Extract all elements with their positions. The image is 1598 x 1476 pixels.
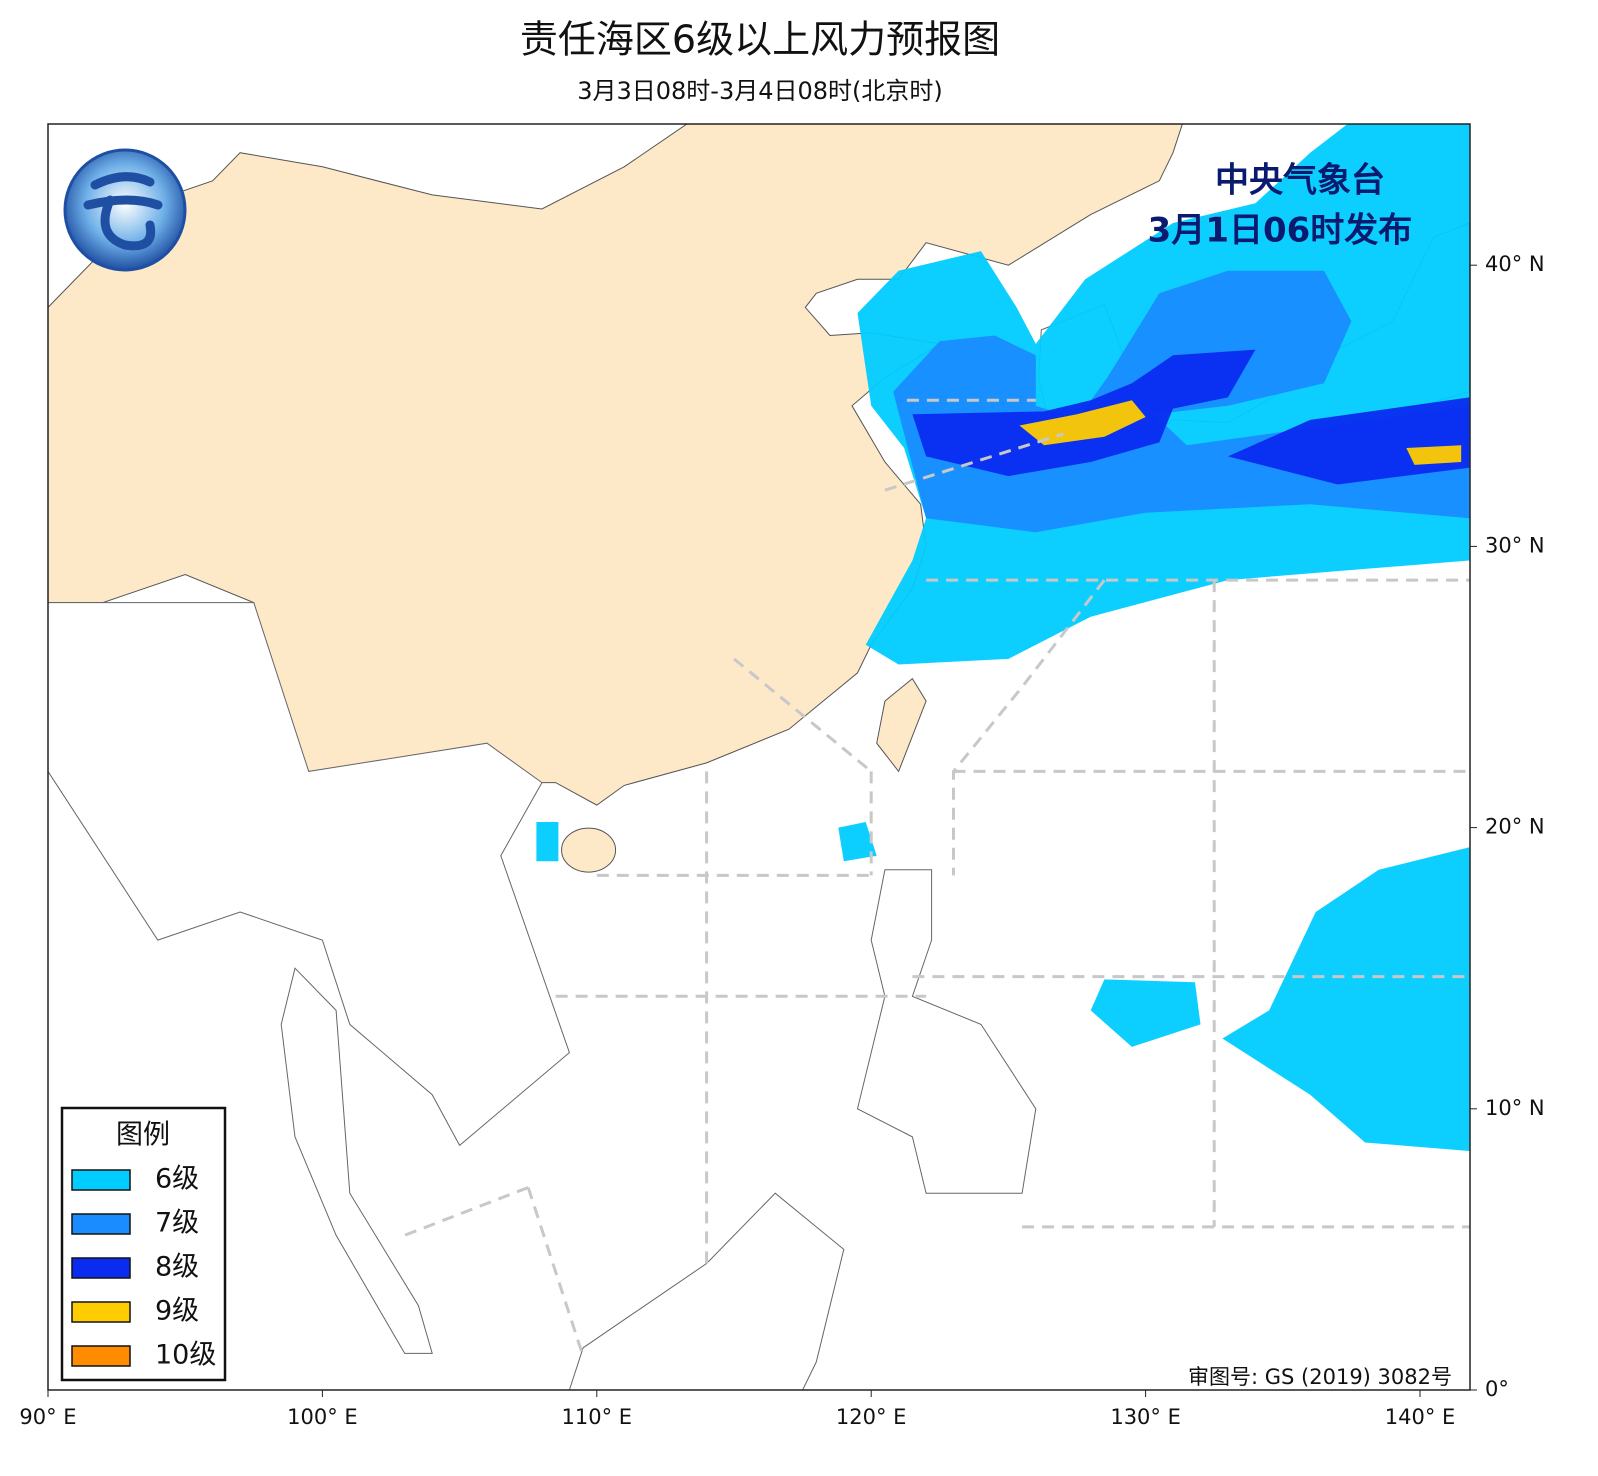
wind-area <box>1406 445 1462 465</box>
legend-swatch <box>71 1169 131 1191</box>
sea-boundary <box>733 657 873 773</box>
lat-label: 0° <box>1485 1377 1509 1401</box>
land-outline <box>568 1192 845 1390</box>
legend-label: 6级 <box>155 1164 199 1195</box>
sea-boundary <box>404 1186 529 1237</box>
issue-time: 3月1日06时发布 <box>1148 211 1413 251</box>
lon-label: 140° E <box>1385 1405 1456 1429</box>
title: 责任海区6级以上风力预报图 <box>520 18 1000 62</box>
lon-label: 90° E <box>19 1405 76 1429</box>
map-frame <box>47 123 1471 1391</box>
land-outline <box>280 967 433 1354</box>
lat-label: 40° N <box>1485 252 1545 276</box>
wind-area <box>838 822 877 862</box>
map-body <box>48 124 1470 1390</box>
lat-label: 20° N <box>1485 815 1545 839</box>
review-number: 审图号: GS (2019) 3082号 <box>1188 1365 1452 1389</box>
legend-swatch <box>71 1213 131 1235</box>
taiwan <box>876 677 927 773</box>
lat-label: 30° N <box>1485 533 1545 557</box>
lon-label: 110° E <box>562 1405 633 1429</box>
sea-boundary <box>526 1187 585 1357</box>
legend-label: 10级 <box>155 1340 216 1371</box>
lon-label: 120° E <box>836 1405 907 1429</box>
sea-boundary <box>952 579 1106 876</box>
legend-swatch <box>71 1345 131 1367</box>
lon-label: 130° E <box>1110 1405 1181 1429</box>
land-outline <box>48 602 570 1147</box>
subtitle: 3月3日08时-3月4日08时(北京时) <box>577 77 943 105</box>
wind-area <box>1222 847 1470 1151</box>
wind-area <box>1227 397 1470 485</box>
legend-title: 图例 <box>116 1120 170 1151</box>
legend-label: 7级 <box>155 1208 199 1239</box>
legend-swatch <box>71 1257 131 1279</box>
legend-label: 8级 <box>155 1252 199 1283</box>
logo <box>63 148 187 272</box>
wind-area <box>1019 400 1146 446</box>
lat-label: 10° N <box>1485 1096 1545 1120</box>
legend-label: 9级 <box>155 1296 199 1327</box>
wind-area <box>536 822 559 862</box>
hainan <box>561 827 617 873</box>
legend: 图例 6级 7级 8级 9级 10级 <box>60 1106 227 1382</box>
legend-swatch <box>71 1301 131 1323</box>
lon-label: 100° E <box>287 1405 358 1429</box>
land-outline <box>856 869 1037 1194</box>
issuer-agency: 中央气象台 <box>1215 161 1385 201</box>
sea-boundary <box>884 432 1064 492</box>
wind-area <box>1090 979 1201 1047</box>
